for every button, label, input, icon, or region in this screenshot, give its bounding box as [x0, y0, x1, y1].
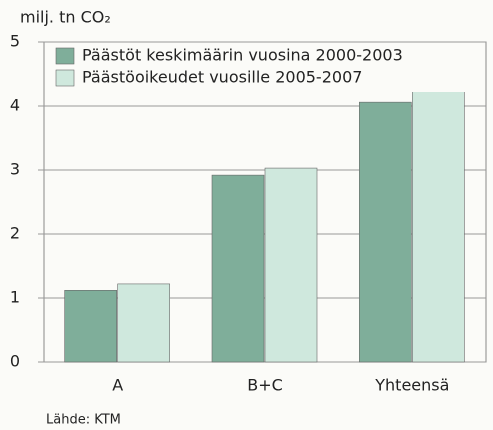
bar	[412, 88, 465, 363]
bar	[117, 283, 170, 363]
legend-swatch	[55, 47, 75, 65]
legend-label: Päästöt keskimäärin vuosina 2000-2003	[82, 46, 403, 65]
legend-swatch	[55, 69, 75, 87]
bar	[264, 167, 318, 363]
x-tick-label: B+C	[247, 376, 283, 395]
y-tick-label: 4	[10, 96, 20, 115]
y-tick-label: 2	[10, 224, 20, 243]
bar	[64, 290, 117, 363]
y-axis-label: milj. tn CO₂	[20, 8, 111, 27]
y-tick-label: 0	[10, 352, 20, 371]
y-tick-label: 5	[10, 32, 20, 51]
legend-label: Päästöoikeudet vuosille 2005-2007	[82, 68, 362, 87]
bar	[211, 174, 265, 363]
source: Lähde: KTM	[46, 413, 121, 428]
legend-box	[48, 44, 474, 92]
y-tick-label: 1	[10, 288, 20, 307]
x-tick-label: Yhteensä	[374, 376, 449, 395]
x-tick-label: A	[112, 376, 123, 395]
y-tick-label: 3	[10, 160, 20, 179]
bar	[359, 101, 412, 363]
